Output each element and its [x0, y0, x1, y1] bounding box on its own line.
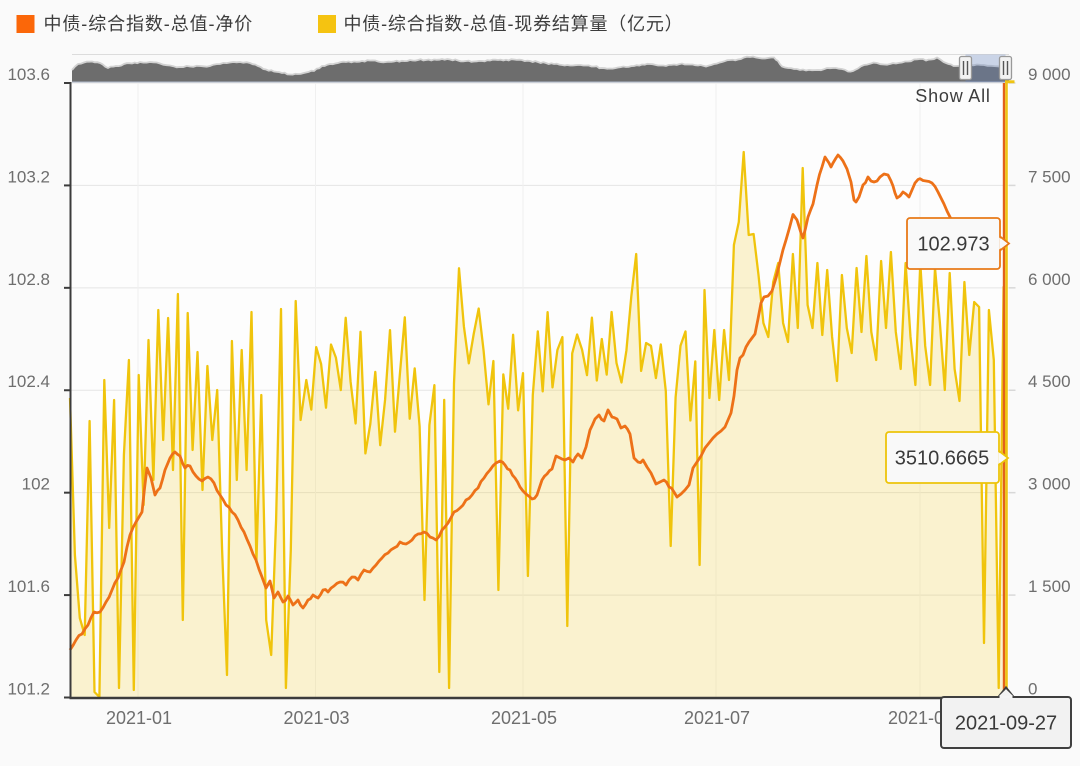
svg-text:1 500: 1 500: [1028, 577, 1071, 596]
svg-text:101.2: 101.2: [7, 680, 50, 699]
svg-text:3510.6665: 3510.6665: [895, 448, 990, 470]
svg-text:103.2: 103.2: [7, 167, 50, 186]
svg-text:102.973: 102.973: [917, 234, 989, 256]
svg-text:2021-09: 2021-09: [888, 708, 954, 728]
svg-text:102.4: 102.4: [7, 372, 50, 391]
svg-text:2021-05: 2021-05: [491, 708, 557, 728]
svg-text:6 000: 6 000: [1028, 270, 1071, 289]
svg-text:3 000: 3 000: [1028, 475, 1071, 494]
svg-text:2021-01: 2021-01: [106, 708, 172, 728]
svg-text:2021-09-27: 2021-09-27: [955, 713, 1057, 735]
svg-text:7 500: 7 500: [1028, 167, 1071, 186]
svg-text:102.8: 102.8: [7, 270, 50, 289]
svg-text:2021-07: 2021-07: [684, 708, 750, 728]
svg-text:101.6: 101.6: [7, 577, 50, 596]
svg-text:4 500: 4 500: [1028, 372, 1071, 391]
svg-text:103.6: 103.6: [7, 65, 50, 84]
svg-text:102: 102: [22, 475, 50, 494]
svg-text:Show All: Show All: [915, 86, 990, 106]
svg-text:中债-综合指数-总值-现券结算量（亿元）: 中债-综合指数-总值-现券结算量（亿元）: [344, 14, 684, 34]
svg-text:9 000: 9 000: [1028, 65, 1071, 84]
svg-text:0: 0: [1028, 680, 1037, 699]
svg-text:中债-综合指数-总值-净价: 中债-综合指数-总值-净价: [44, 14, 254, 34]
svg-text:2021-03: 2021-03: [283, 708, 349, 728]
